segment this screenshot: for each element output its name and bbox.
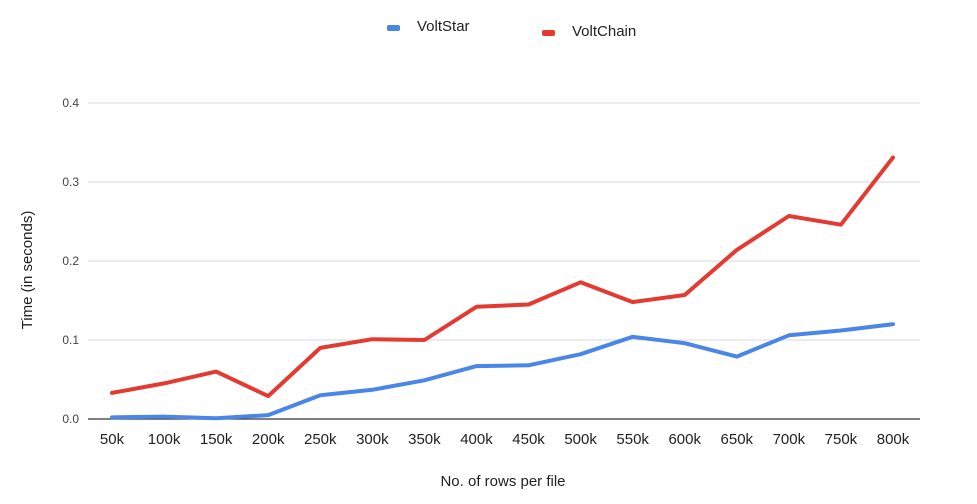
x-tick-label: 550k bbox=[616, 431, 649, 448]
legend-item-voltchain[interactable]: VoltChain bbox=[542, 23, 636, 40]
legend-swatch bbox=[387, 25, 400, 31]
x-tick-label: 300k bbox=[356, 431, 389, 448]
legend-label: VoltChain bbox=[572, 23, 636, 40]
series-voltstar bbox=[110, 322, 895, 421]
x-tick-label: 50k bbox=[100, 431, 125, 448]
x-tick-label: 400k bbox=[460, 431, 493, 448]
x-tick-label: 200k bbox=[252, 431, 285, 448]
y-tick-label: 0.0 bbox=[62, 412, 79, 426]
y-tick-label: 0.4 bbox=[62, 96, 79, 110]
y-axis-ticks: 0.0 0.1 0.2 0.3 0.4 bbox=[62, 96, 79, 426]
x-axis-ticks: 50k 100k 150k 200k 250k 300k 350k 400k 450k 500k 5… bbox=[100, 431, 910, 448]
legend: VoltStar VoltChain bbox=[387, 18, 636, 40]
x-tick-label: 350k bbox=[408, 431, 441, 448]
x-tick-label: 750k bbox=[825, 431, 858, 448]
x-tick-label: 600k bbox=[668, 431, 701, 448]
gridlines bbox=[88, 102, 920, 420]
x-tick-label: 500k bbox=[564, 431, 597, 448]
x-tick-label: 250k bbox=[304, 431, 337, 448]
series-line-voltchain bbox=[110, 155, 895, 399]
x-tick-label: 800k bbox=[877, 431, 910, 448]
x-tick-label: 100k bbox=[148, 431, 181, 448]
legend-swatch bbox=[542, 30, 555, 36]
series-line-voltstar bbox=[110, 322, 895, 421]
y-axis-title: Time (in seconds) bbox=[19, 211, 36, 330]
legend-item-voltstar[interactable]: VoltStar bbox=[387, 18, 470, 35]
x-axis-title: No. of rows per file bbox=[440, 473, 565, 490]
x-tick-label: 150k bbox=[200, 431, 233, 448]
x-tick-label: 650k bbox=[721, 431, 754, 448]
x-tick-label: 450k bbox=[512, 431, 545, 448]
x-tick-label: 700k bbox=[773, 431, 806, 448]
y-tick-label: 0.1 bbox=[62, 333, 79, 347]
y-tick-label: 0.2 bbox=[62, 254, 79, 268]
y-tick-label: 0.3 bbox=[62, 175, 79, 189]
series-voltchain bbox=[110, 155, 895, 399]
legend-label: VoltStar bbox=[417, 18, 470, 35]
series-lines bbox=[110, 155, 895, 421]
